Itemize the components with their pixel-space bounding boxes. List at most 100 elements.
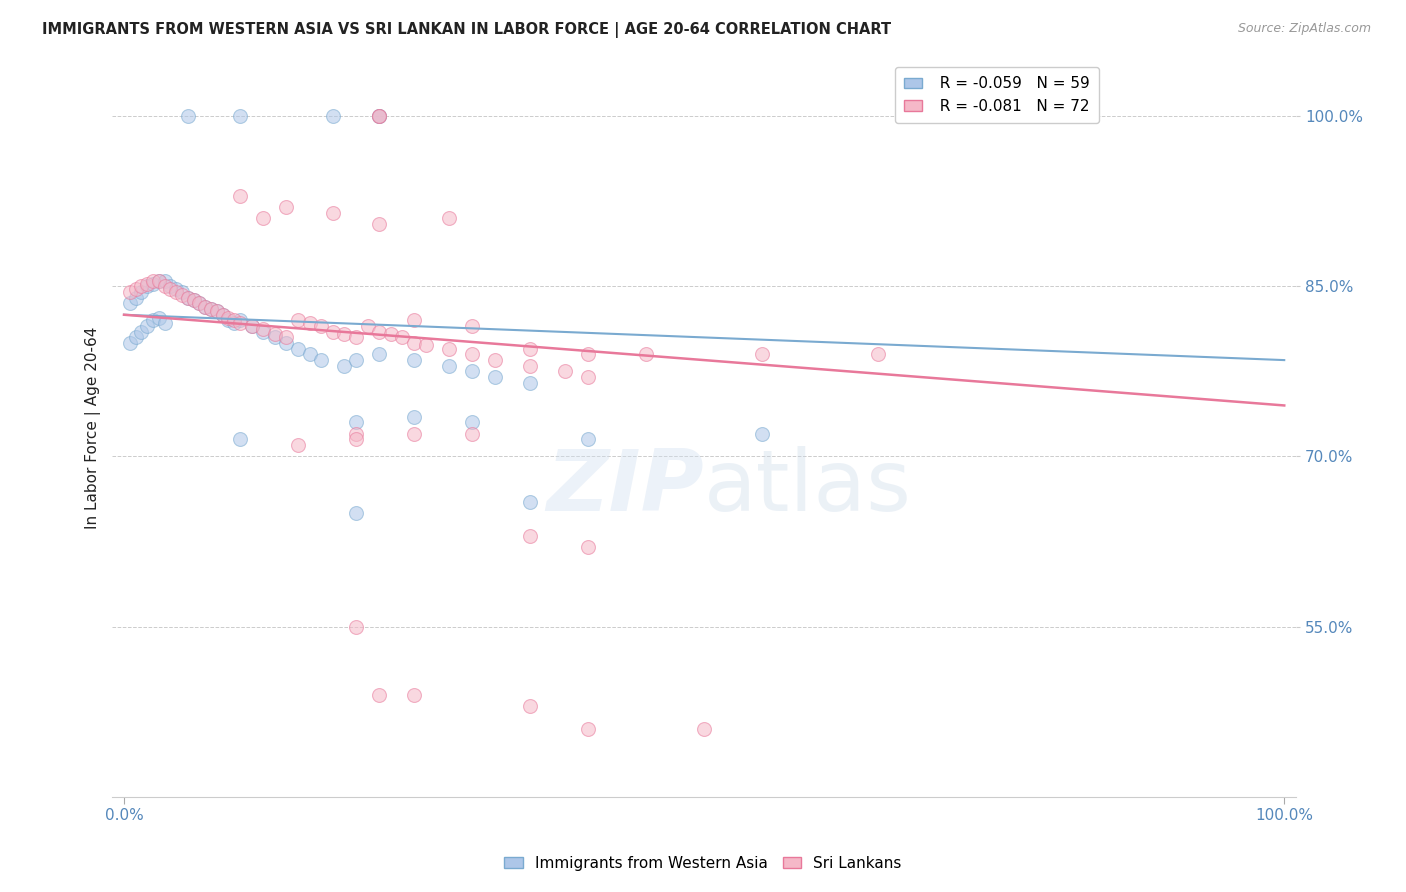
Point xyxy=(211,308,233,322)
Point xyxy=(188,296,211,310)
Point xyxy=(165,282,187,296)
Point xyxy=(519,342,541,356)
Point xyxy=(153,274,176,288)
Point xyxy=(153,316,176,330)
Point xyxy=(576,347,599,361)
Point xyxy=(576,433,599,447)
Point xyxy=(217,311,239,326)
Point xyxy=(252,322,274,336)
Point xyxy=(461,426,484,441)
Point xyxy=(576,722,599,736)
Point xyxy=(200,301,222,316)
Point xyxy=(183,293,205,307)
Point xyxy=(177,291,200,305)
Point xyxy=(224,316,246,330)
Point xyxy=(142,277,165,292)
Point xyxy=(344,506,367,520)
Point xyxy=(142,274,165,288)
Text: Source: ZipAtlas.com: Source: ZipAtlas.com xyxy=(1237,22,1371,36)
Point xyxy=(136,279,159,293)
Point xyxy=(344,619,367,633)
Point xyxy=(751,426,773,441)
Point xyxy=(224,313,246,327)
Point xyxy=(136,277,159,292)
Point xyxy=(118,336,141,351)
Point xyxy=(309,353,332,368)
Point xyxy=(356,319,378,334)
Point xyxy=(229,316,252,330)
Point xyxy=(1040,109,1063,123)
Legend:   R = -0.059   N = 59,   R = -0.081   N = 72: R = -0.059 N = 59, R = -0.081 N = 72 xyxy=(894,67,1099,123)
Point xyxy=(344,330,367,344)
Point xyxy=(131,285,153,299)
Point xyxy=(240,319,263,334)
Point xyxy=(276,200,298,214)
Point xyxy=(298,347,321,361)
Point xyxy=(404,426,426,441)
Point xyxy=(391,330,413,344)
Point xyxy=(159,282,181,296)
Point xyxy=(344,433,367,447)
Point xyxy=(124,282,146,296)
Point xyxy=(519,495,541,509)
Point xyxy=(263,326,285,341)
Point xyxy=(229,433,252,447)
Point xyxy=(404,353,426,368)
Point xyxy=(751,347,773,361)
Point xyxy=(344,426,367,441)
Point xyxy=(298,316,321,330)
Point xyxy=(205,304,228,318)
Point xyxy=(322,205,344,219)
Point xyxy=(368,217,391,231)
Point xyxy=(437,342,460,356)
Point xyxy=(194,300,217,314)
Point xyxy=(344,416,367,430)
Point xyxy=(368,325,391,339)
Point xyxy=(868,347,890,361)
Point xyxy=(322,325,344,339)
Point xyxy=(404,688,426,702)
Point xyxy=(148,311,170,326)
Point xyxy=(229,109,252,123)
Point xyxy=(148,274,170,288)
Point xyxy=(153,279,176,293)
Point xyxy=(693,722,716,736)
Point xyxy=(333,326,356,341)
Point xyxy=(519,376,541,390)
Point xyxy=(263,330,285,344)
Point xyxy=(415,338,437,352)
Point xyxy=(159,279,181,293)
Point xyxy=(309,319,332,334)
Point xyxy=(576,370,599,384)
Point xyxy=(131,325,153,339)
Legend: Immigrants from Western Asia, Sri Lankans: Immigrants from Western Asia, Sri Lankan… xyxy=(498,850,908,877)
Point xyxy=(148,274,170,288)
Point xyxy=(287,342,309,356)
Point xyxy=(368,109,391,123)
Point xyxy=(287,438,309,452)
Point xyxy=(177,291,200,305)
Point xyxy=(165,285,187,299)
Point xyxy=(404,336,426,351)
Point xyxy=(142,313,165,327)
Point xyxy=(170,285,193,299)
Point xyxy=(636,347,658,361)
Point xyxy=(240,319,263,334)
Point xyxy=(437,359,460,373)
Point xyxy=(461,347,484,361)
Point xyxy=(576,540,599,554)
Point xyxy=(461,319,484,334)
Point xyxy=(368,109,391,123)
Text: ZIP: ZIP xyxy=(547,446,704,529)
Point xyxy=(170,288,193,302)
Point xyxy=(229,188,252,202)
Point xyxy=(124,330,146,344)
Point xyxy=(519,529,541,543)
Point xyxy=(118,285,141,299)
Point xyxy=(404,409,426,424)
Text: IMMIGRANTS FROM WESTERN ASIA VS SRI LANKAN IN LABOR FORCE | AGE 20-64 CORRELATIO: IMMIGRANTS FROM WESTERN ASIA VS SRI LANK… xyxy=(42,22,891,38)
Point xyxy=(519,698,541,713)
Text: atlas: atlas xyxy=(704,446,912,529)
Point xyxy=(484,370,506,384)
Point xyxy=(118,296,141,310)
